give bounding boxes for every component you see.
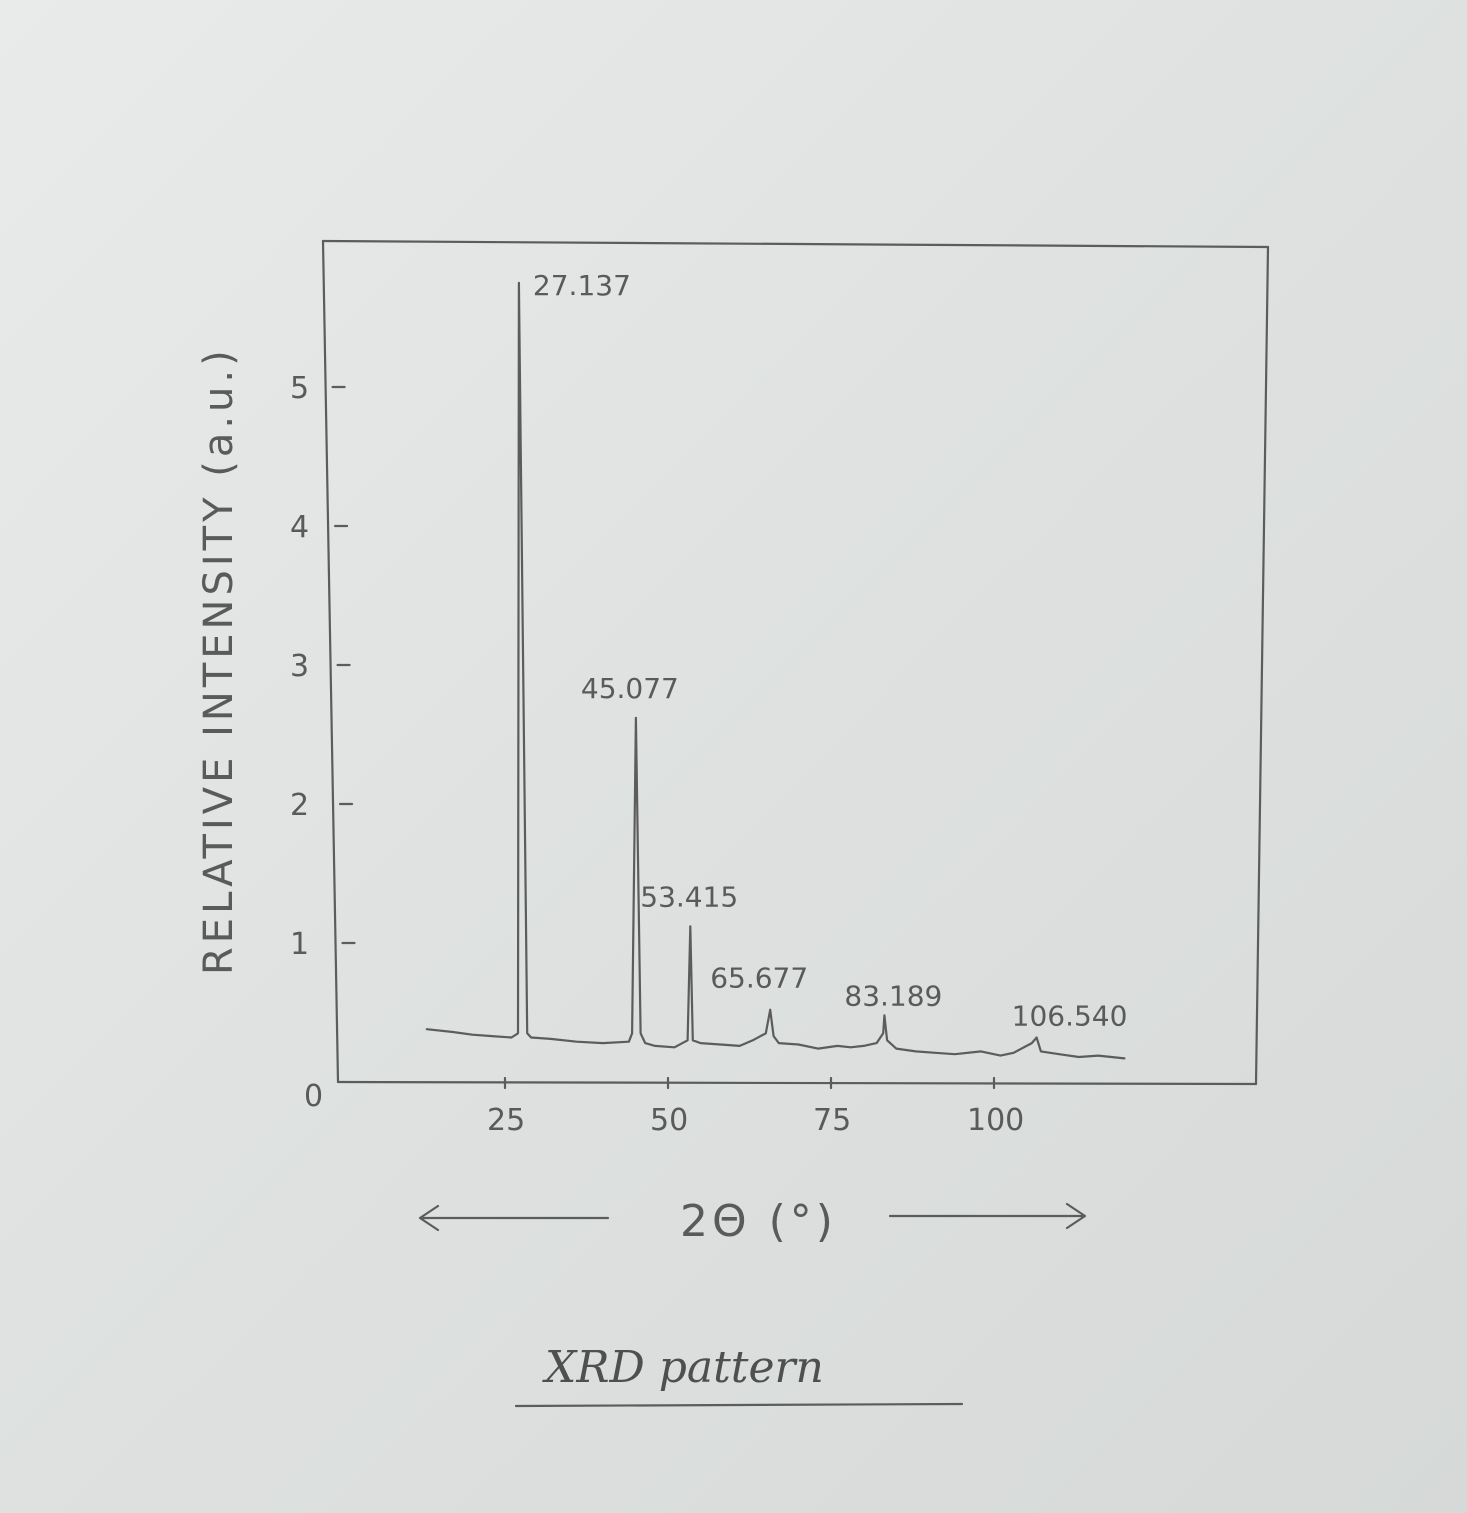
x-axis-title-group: 2Θ (°) [418,1196,1087,1247]
y-axis-label: RELATIVE INTENSITY (a.u.) [196,346,242,975]
annotation-layer: 27.137 45.077 53.415 65.677 83.189 106.540 [533,269,1128,1033]
y-ticks: 1 2 3 4 5 [290,371,356,962]
x-tick-label: 25 [487,1103,525,1138]
plot-frame-top [321,239,1270,249]
y-tick-label: 5 [290,371,309,406]
y-tick-label: 2 [290,788,309,823]
peak-label: 106.540 [1012,1000,1128,1033]
x-axis-label: 2Θ (°) [680,1196,837,1247]
peak-label: 83.189 [844,979,942,1012]
peak-label: 27.137 [533,269,631,302]
plot-frame-right [1254,245,1270,1086]
peak-label: 45.077 [581,672,679,705]
origin-label: 0 [304,1079,323,1114]
y-tick-label: 4 [290,510,309,545]
peak-label: 65.677 [710,962,808,995]
plot-frame-left [321,239,340,1084]
y-tick-label: 3 [290,649,309,684]
y-tick-label: 1 [290,927,309,962]
figure-caption: XRD pattern [542,1342,824,1393]
right-arrow-icon [888,1202,1087,1230]
x-ticks: 25 50 75 100 [487,1076,1024,1138]
caption-underline [514,1402,964,1408]
x-axis-line [336,1080,1258,1086]
x-tick-label: 100 [967,1103,1024,1138]
peak-label: 53.415 [640,880,738,913]
xrd-series-line [425,281,1126,1060]
left-arrow-icon [418,1204,610,1232]
x-tick-label: 50 [650,1103,688,1138]
series-layer [425,281,1126,1060]
x-tick-label: 75 [813,1103,851,1138]
